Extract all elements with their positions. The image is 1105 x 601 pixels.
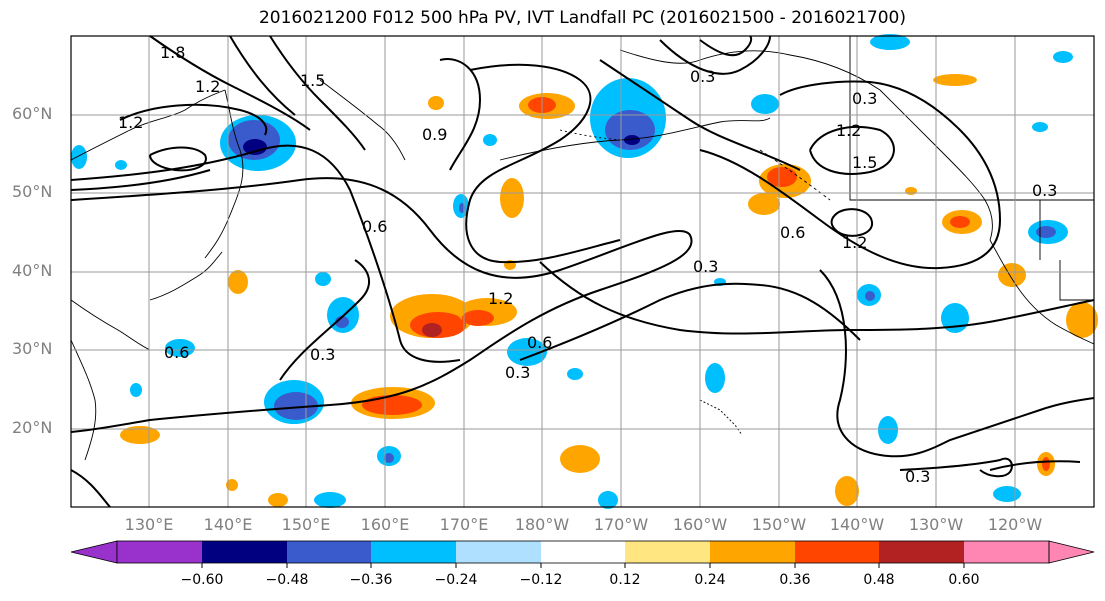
contour-label: 1.2 xyxy=(842,233,867,252)
lat-label: 60°N xyxy=(12,104,53,123)
colorbar-tick-label: −0.48 xyxy=(265,572,309,588)
colorbar-low-extension xyxy=(70,540,118,564)
lat-label: 20°N xyxy=(12,418,53,437)
lat-label: 40°N xyxy=(12,261,53,280)
colorbar-tick-label: 0.36 xyxy=(779,572,811,588)
contour-label: 0.6 xyxy=(164,343,189,362)
colorbar-bin xyxy=(117,541,202,563)
contour-label: 1.2 xyxy=(118,113,143,132)
lat-label: 30°N xyxy=(12,339,53,358)
colorbar-high-extension xyxy=(1048,540,1095,564)
contour-label: 0.9 xyxy=(422,125,447,144)
contour-label: 0.3 xyxy=(310,345,335,364)
colorbar-bin xyxy=(710,541,795,563)
contour-label: 0.3 xyxy=(693,257,718,276)
contour-label: 1.5 xyxy=(852,153,877,172)
contour-label: 0.3 xyxy=(505,363,530,382)
contour-label: 1.2 xyxy=(488,289,513,308)
contour-label: 1.8 xyxy=(160,43,185,62)
contour-label: 0.3 xyxy=(1032,181,1057,200)
lat-label: 50°N xyxy=(12,182,53,201)
lon-label: 150°W xyxy=(751,515,807,534)
colorbar-tick-label: 0.60 xyxy=(948,572,980,588)
contour-label: 0.3 xyxy=(905,467,930,486)
lon-label: 160°E xyxy=(360,515,410,534)
colorbar-tick-label: −0.24 xyxy=(434,572,478,588)
lon-label: 130°W xyxy=(908,515,964,534)
colorbar-bin xyxy=(964,541,1049,563)
lon-label: 170°W xyxy=(593,515,649,534)
negative-anomaly-shading xyxy=(71,34,1073,509)
lon-label: 180°W xyxy=(514,515,570,534)
colorbar-tick-label: 0.24 xyxy=(694,572,726,588)
lon-label: 150°E xyxy=(281,515,331,534)
colorbar-bin xyxy=(371,541,456,563)
contour-label: 1.5 xyxy=(300,71,325,90)
contour-label: 0.6 xyxy=(362,217,387,236)
lon-label: 140°W xyxy=(829,515,885,534)
lon-label: 160°W xyxy=(672,515,728,534)
colorbar-bin xyxy=(625,541,710,563)
contour-label: 0.3 xyxy=(852,89,877,108)
colorbar-bin xyxy=(795,541,879,563)
colorbar-tick-label: −0.60 xyxy=(180,572,224,588)
coastlines xyxy=(70,36,1095,461)
colorbar-tick-label: −0.36 xyxy=(349,572,393,588)
map-plot-area: 1.8 1.5 1.2 1.2 0.9 0.6 0.3 1.2 0.6 0.3 … xyxy=(70,34,1098,509)
colorbar-bin xyxy=(202,541,287,563)
lon-label: 170°E xyxy=(439,515,489,534)
contour-label: 0.3 xyxy=(690,67,715,86)
contour-label: 1.2 xyxy=(836,121,861,140)
colorbar xyxy=(70,540,1095,568)
colorbar-tick-label: 0.48 xyxy=(863,572,895,588)
lon-label: 120°W xyxy=(987,515,1043,534)
colorbar-bin xyxy=(287,541,371,563)
lon-label: 140°E xyxy=(203,515,253,534)
map-title: 2016021200 F012 500 hPa PV, IVT Landfall… xyxy=(258,8,906,28)
contour-label: 1.2 xyxy=(195,77,220,96)
graticule xyxy=(71,36,1094,507)
colorbar-bin xyxy=(879,541,964,563)
colorbar-bin xyxy=(541,541,625,563)
lon-label: 130°E xyxy=(124,515,174,534)
contour-label: 0.6 xyxy=(527,333,552,352)
contour-label: 0.6 xyxy=(780,223,805,242)
positive-anomaly-shading xyxy=(120,74,1098,507)
colorbar-tick-label: 0.12 xyxy=(609,572,641,588)
colorbar-bin xyxy=(456,541,541,563)
colorbar-tick-label: −0.12 xyxy=(519,572,563,588)
contour-labels: 1.8 1.5 1.2 1.2 0.9 0.6 0.3 1.2 0.6 0.3 … xyxy=(118,43,1057,486)
ivt-contours xyxy=(70,35,1095,508)
